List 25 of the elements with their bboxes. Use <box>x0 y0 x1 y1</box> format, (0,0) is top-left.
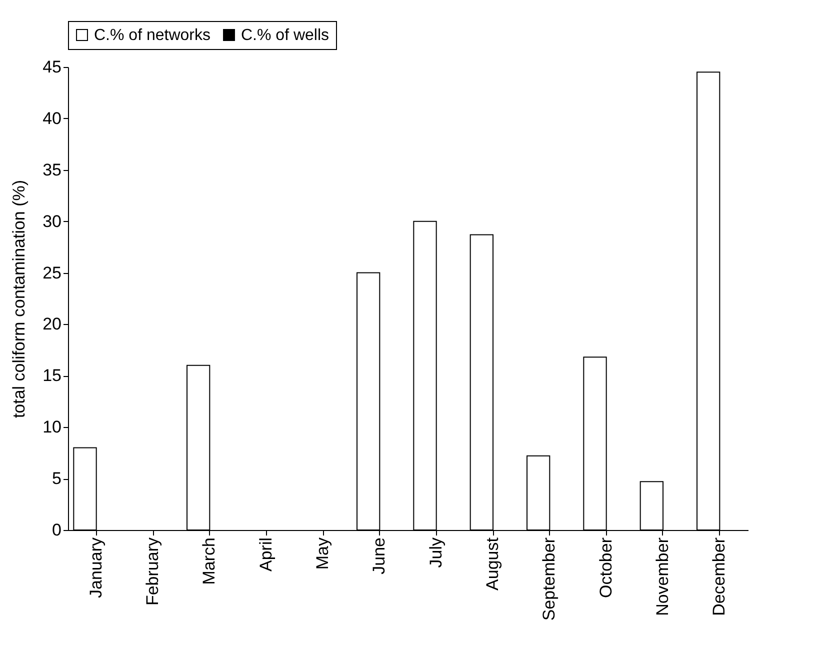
y-tick-label: 25 <box>42 263 62 282</box>
y-tick-label: 15 <box>42 366 62 386</box>
x-tick-label: August <box>483 537 502 590</box>
y-tick-label: 40 <box>42 108 62 128</box>
legend-label: C.% of networks <box>94 27 210 44</box>
y-tick-label: 10 <box>42 418 62 437</box>
y-tick-label: 30 <box>42 212 62 231</box>
x-tick-label: July <box>426 537 446 568</box>
y-axis-title: total coliform contamination (%) <box>10 180 29 418</box>
y-tick-label: 20 <box>42 314 62 334</box>
x-tick-label: November <box>653 537 672 616</box>
x-tick-label: September <box>540 537 559 621</box>
x-tick-label: June <box>370 538 389 574</box>
x-tick-label: February <box>143 537 162 606</box>
y-tick-label: 0 <box>52 520 62 540</box>
y-tick-label: 45 <box>42 58 62 76</box>
y-tick-label: 5 <box>52 469 62 488</box>
x-tick-label: April <box>256 538 276 572</box>
y-tick-label: 35 <box>42 160 62 180</box>
x-tick-label: October <box>596 537 616 598</box>
x-tick-label: January <box>86 537 106 598</box>
x-tick-label: May <box>313 537 332 570</box>
x-tick-label: March <box>200 538 219 585</box>
x-tick-label: December <box>710 537 729 616</box>
legend-label: C.% of wells <box>241 27 330 44</box>
